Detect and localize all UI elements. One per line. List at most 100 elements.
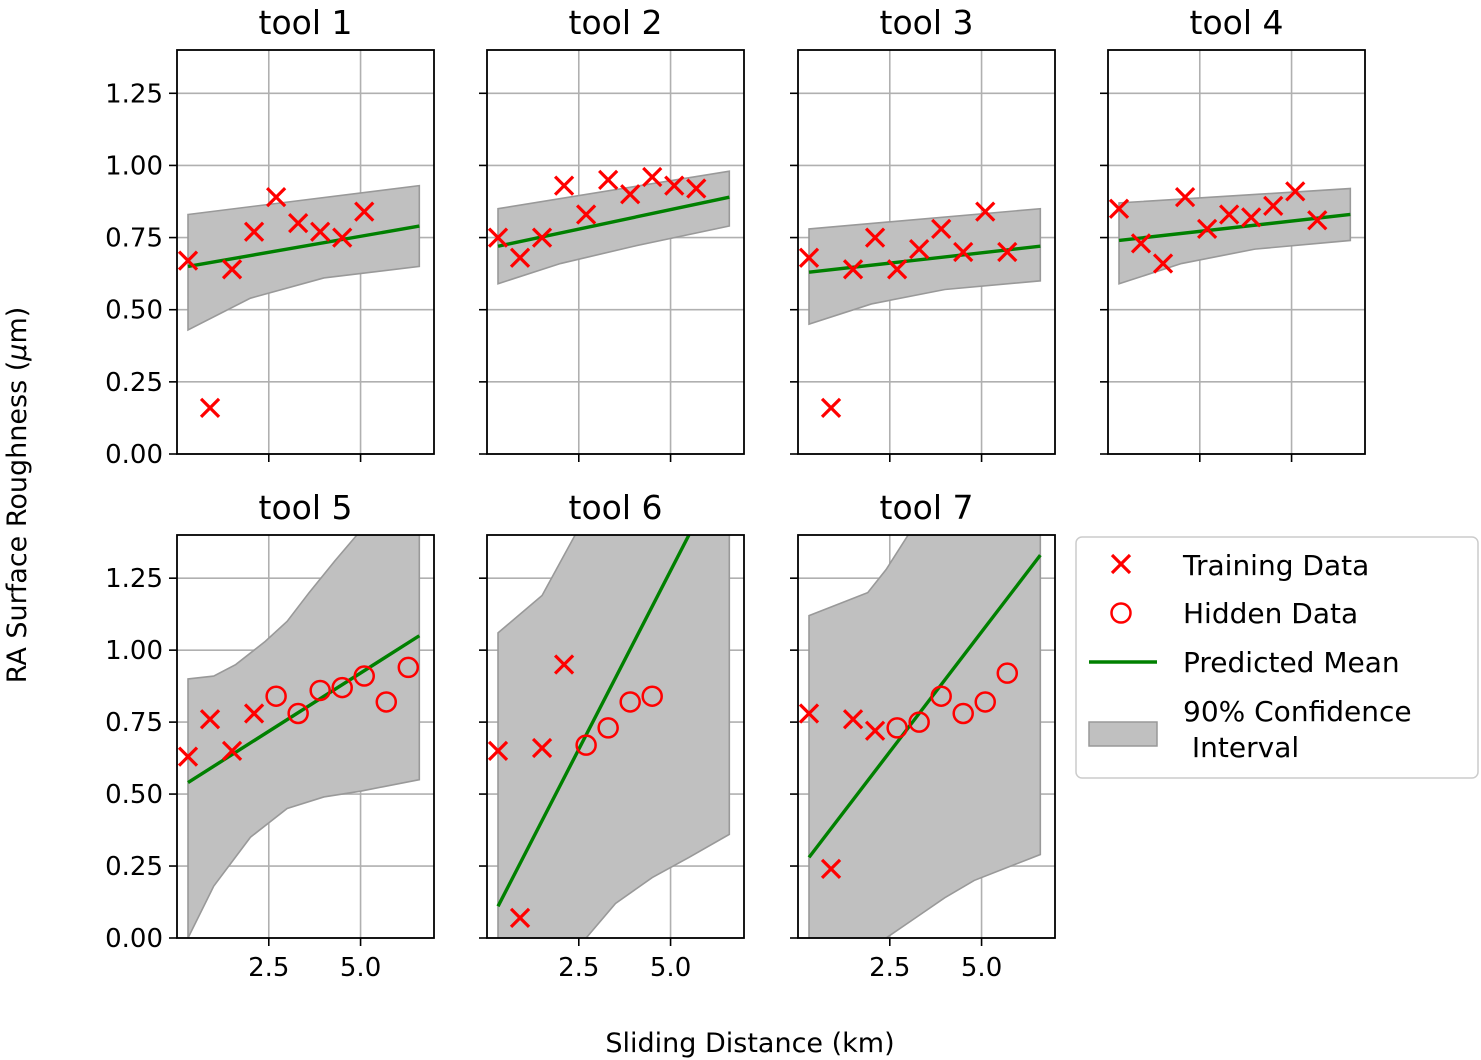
training-point-stroke: [575, 204, 597, 225]
training-point: [842, 709, 864, 730]
y-tick-label: 0.00: [105, 440, 163, 470]
training-point: [177, 746, 199, 767]
legend: Training Data Hidden Data Predicted Mean…: [1075, 536, 1479, 779]
hidden-point: [908, 711, 930, 733]
training-point-stroke: [1152, 253, 1174, 274]
x-tick-label: 5.0: [961, 953, 1002, 983]
training-point: [199, 397, 221, 418]
training-point: [820, 858, 842, 880]
training-point: [1263, 195, 1284, 216]
subplot-5: 0.00 0.25 0.50 0.75 1.00 1.25 2.5 5.0 tool 5: [105, 488, 435, 983]
hidden-point: [353, 665, 375, 687]
y-tick-label: 0.75: [105, 708, 163, 738]
training-point: [820, 397, 842, 418]
training-point-stroke: [620, 184, 641, 205]
hidden-point: [886, 717, 908, 739]
training-point-stroke: [487, 227, 509, 248]
hidden-point: [375, 691, 398, 713]
training-point-stroke: [243, 703, 265, 724]
training-point: [177, 250, 199, 271]
x-tick-label: 2.5: [248, 953, 289, 983]
training-point-stroke: [975, 201, 996, 222]
y-tick-label: 1.00: [105, 636, 163, 666]
training-point-stroke: [310, 221, 331, 242]
training-point-stroke: [820, 397, 842, 418]
training-point: [243, 221, 265, 242]
y-tick-label: 0.25: [105, 852, 163, 882]
training-point: [1152, 253, 1174, 274]
training-point-stroke: [931, 218, 952, 240]
training-point-stroke: [199, 397, 221, 418]
axes-frame: [797, 49, 1056, 455]
training-point: [598, 169, 619, 190]
training-point-stroke: [487, 740, 509, 762]
x-tick-label: 5.0: [340, 953, 381, 983]
training-point: [354, 201, 375, 222]
legend-ci-swatch: [1088, 721, 1158, 747]
training-point-stroke: [798, 247, 820, 268]
training-point-stroke: [1130, 233, 1152, 254]
training-point-stroke: [842, 259, 864, 280]
training-point-stroke: [531, 737, 553, 759]
training-point-stroke: [1263, 195, 1284, 216]
training-point: [642, 166, 663, 188]
legend-label-training: Training Data: [1182, 549, 1369, 582]
hidden-point: [331, 676, 353, 699]
training-point-stroke: [642, 166, 663, 188]
training-point: [1174, 187, 1196, 208]
subplot-2: tool 2: [479, 3, 745, 462]
training-point: [509, 247, 531, 268]
confidence-band: [1118, 187, 1352, 285]
axes-frame: [797, 534, 1056, 939]
training-point: [842, 259, 864, 280]
training-point-stroke: [553, 175, 575, 196]
training-point-stroke: [909, 238, 930, 260]
training-point: [798, 703, 820, 724]
training-point-stroke: [1219, 204, 1240, 225]
legend-label-ci-line2: Interval: [1183, 731, 1299, 764]
hidden-point: [287, 702, 309, 725]
training-point: [664, 175, 685, 196]
y-tick-label: 0.25: [105, 368, 163, 398]
training-point-stroke: [598, 169, 619, 190]
training-point: [864, 227, 886, 248]
axes-frame: [1107, 49, 1366, 455]
subplot-7: 2.5 5.0 tool 7: [790, 488, 1056, 983]
confidence-band: [187, 184, 421, 332]
hidden-point: [597, 717, 619, 739]
training-point: [487, 740, 509, 762]
y-tick-label: 1.25: [105, 564, 163, 594]
x-tick-label: 2.5: [869, 953, 910, 983]
training-point-stroke: [1108, 198, 1130, 219]
training-point: [798, 247, 820, 268]
y-axis-label: RA Surface Roughness (μm): [2, 307, 33, 684]
training-point: [553, 654, 575, 675]
legend-hidden-marker: [1110, 602, 1132, 624]
training-point-stroke: [221, 740, 243, 762]
training-point: [310, 221, 331, 242]
training-point-stroke: [1307, 210, 1328, 231]
training-point-stroke: [686, 178, 707, 199]
training-point-stroke: [864, 720, 886, 741]
axes-frame: [486, 534, 745, 939]
axes-frame: [486, 49, 745, 455]
subplot-title: tool 2: [569, 3, 663, 42]
hidden-point: [974, 691, 996, 713]
confidence-band: [808, 535, 1042, 938]
training-point-stroke: [288, 213, 309, 234]
legend-frame: [1075, 536, 1479, 779]
subplot-title: tool 7: [880, 488, 974, 527]
training-point: [886, 259, 908, 280]
training-point: [975, 201, 996, 222]
training-point: [575, 204, 597, 225]
training-point-stroke: [177, 746, 199, 767]
training-point-stroke: [953, 241, 974, 263]
training-point: [265, 187, 287, 208]
hidden-point: [265, 685, 287, 707]
training-point: [332, 227, 353, 248]
confidence-band: [808, 207, 1042, 326]
training-point: [221, 259, 243, 280]
training-point: [531, 227, 553, 248]
training-point-stroke: [886, 259, 908, 280]
